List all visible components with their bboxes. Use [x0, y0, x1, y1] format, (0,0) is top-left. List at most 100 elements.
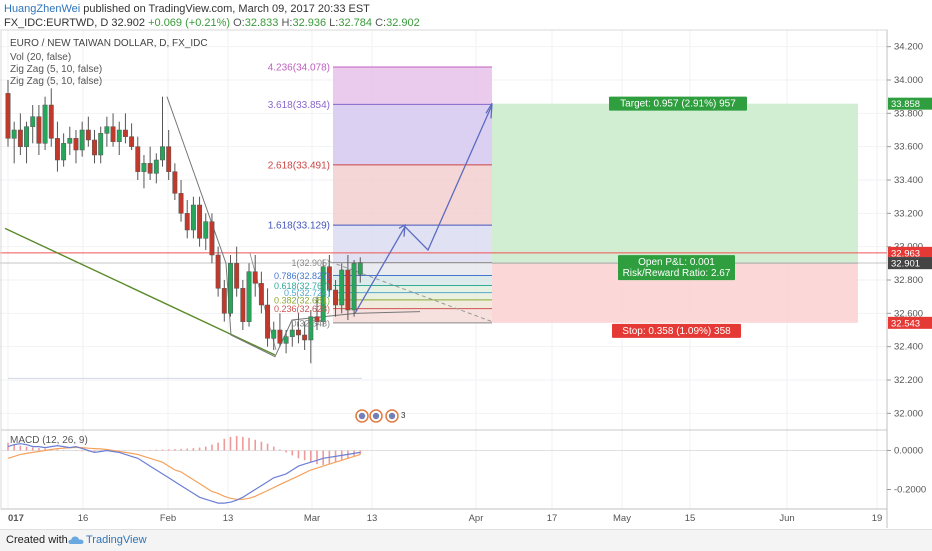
- macd-pane: MACD (12, 26, 9): [1, 435, 887, 504]
- last-price: 32.902: [111, 17, 146, 29]
- fib-band: [333, 275, 492, 286]
- price-tick-label: 32.400: [894, 342, 923, 353]
- fib-band: [333, 225, 492, 263]
- candle-body: [61, 143, 67, 161]
- macd-signal-line: [7, 446, 361, 500]
- price-tag-bg: [888, 257, 932, 270]
- time-axis-label: Jun: [779, 513, 794, 524]
- chart-title: EURO / NEW TAIWAN DOLLAR, D, FX_IDC: [10, 38, 208, 49]
- fib-band: [333, 164, 492, 226]
- tradingview-brand[interactable]: TradingView: [86, 534, 147, 546]
- candle-body: [147, 163, 153, 174]
- event-marker: [385, 409, 399, 423]
- macd-legend: MACD (12, 26, 9): [10, 435, 88, 446]
- candle-body: [141, 163, 147, 172]
- time-axis-label: 16: [78, 513, 89, 524]
- candle-body: [228, 263, 233, 314]
- event-marker-dot: [372, 412, 380, 420]
- fib-label: 3.618(33.854): [268, 100, 330, 111]
- candle-body: [240, 288, 246, 322]
- price-tick-label: 32.000: [894, 408, 923, 419]
- price-tick-label: 33.600: [894, 142, 923, 153]
- candle-body: [110, 126, 116, 142]
- candle-body: [265, 304, 271, 339]
- candle-body: [246, 271, 252, 322]
- close-value: 32.902: [386, 17, 420, 29]
- candle-body: [172, 171, 178, 194]
- candle-body: [190, 204, 196, 231]
- candle-body: [17, 129, 23, 147]
- time-axis-label: 017: [8, 513, 24, 524]
- price-change: +0.069 (+0.21%): [148, 17, 231, 29]
- macd-tick-label: -0.2000: [894, 485, 926, 496]
- candle-body: [98, 133, 104, 156]
- candle-body: [54, 138, 60, 161]
- candle-body: [215, 254, 221, 289]
- macd-tick-label: 0.0000: [894, 446, 923, 457]
- publish-line: HuangZhenWei published on TradingView.co…: [4, 3, 370, 15]
- target-label-text: Target: 0.957 (2.91%) 957: [620, 99, 736, 110]
- high-label: H:: [281, 17, 293, 29]
- event-marker: [355, 409, 369, 423]
- price-tick-label: 32.200: [894, 375, 923, 386]
- pnl-label-bg: [618, 255, 735, 281]
- candle-body: [166, 146, 172, 172]
- candle-body: [11, 129, 17, 139]
- price-tag: 32.901: [888, 257, 932, 270]
- candle-body: [209, 221, 215, 256]
- candle-body: [184, 213, 190, 231]
- low-label: L:: [329, 17, 339, 29]
- candle-body: [178, 193, 184, 214]
- candle-body: [85, 129, 91, 141]
- symbol-name: FX_IDC:EURTWD, D: [4, 17, 109, 29]
- candle-body: [308, 316, 314, 341]
- author-name[interactable]: HuangZhenWei: [4, 3, 81, 15]
- event-count-badge: 3: [401, 411, 406, 420]
- price-tick-label: 32.600: [894, 308, 923, 319]
- price-tick-label: 32.800: [894, 275, 923, 286]
- candle-body: [345, 269, 351, 311]
- symbol-line: FX_IDC:EURTWD, D 32.902 +0.069 (+0.21%) …: [4, 17, 420, 29]
- projection-arrowhead: [485, 102, 493, 119]
- candle-body: [24, 126, 29, 147]
- price-tag-bg: [888, 246, 932, 259]
- candle-body: [283, 336, 289, 344]
- event-marker-dot: [358, 412, 366, 420]
- price-tag: 33.858: [888, 97, 932, 110]
- indicator-legend-item: Vol (20, false): [10, 52, 71, 63]
- candle-body: [296, 329, 301, 336]
- price-tag-text: 32.543: [891, 318, 920, 329]
- fib-label: 1(32.905): [291, 258, 330, 268]
- position-labels: Target: 0.957 (2.91%) 957 Open P&L: 0.001…: [609, 96, 747, 338]
- price-tick-label: 33.800: [894, 108, 923, 119]
- fib-label: 4.236(34.078): [268, 63, 330, 74]
- candle-body: [160, 146, 165, 161]
- candle-body: [333, 289, 338, 306]
- open-label: O:: [233, 17, 245, 29]
- price-tag-text: 32.901: [891, 259, 920, 270]
- high-value: 32.936: [292, 17, 327, 29]
- candle-body: [203, 221, 209, 239]
- fib-extension-zone[interactable]: [333, 66, 492, 324]
- candle-body: [351, 263, 357, 311]
- footer-bar: Created with TradingView: [0, 529, 932, 551]
- indicator-legend-item: Zig Zag (5, 10, false): [10, 76, 102, 87]
- event-markers[interactable]: 3: [355, 409, 406, 423]
- price-tag-text: 33.858: [891, 99, 920, 110]
- time-axis-label: 13: [367, 513, 378, 524]
- price-tag: 32.963: [888, 246, 932, 259]
- candle-body: [36, 116, 42, 144]
- price-tick-label: 33.200: [894, 208, 923, 219]
- candle-body: [221, 288, 227, 314]
- candle-body: [271, 329, 277, 339]
- price-tag-text: 32.963: [891, 248, 920, 259]
- price-tag-bg: [888, 316, 932, 329]
- fib-label: 0.382(32.681): [274, 295, 330, 305]
- candle-body: [258, 283, 264, 306]
- close-label: C:: [375, 17, 387, 29]
- candle-body: [67, 138, 73, 144]
- fib-label: 2.618(33.491): [268, 160, 330, 171]
- target-label-bg: [609, 96, 747, 111]
- candle-body: [302, 334, 308, 341]
